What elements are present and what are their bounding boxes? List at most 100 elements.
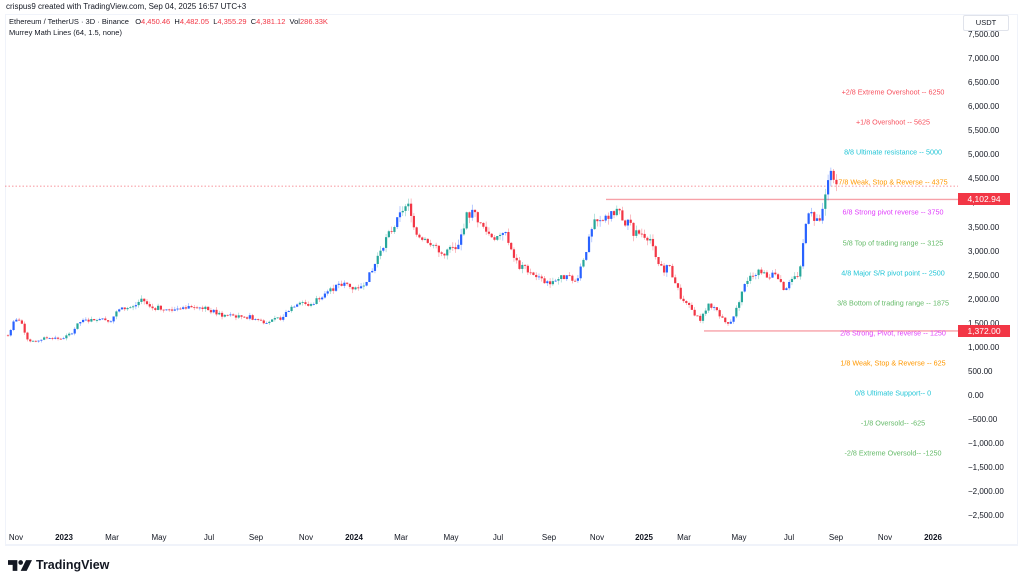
candle-body <box>804 223 807 244</box>
price-axis-tick: −1,500.00 <box>968 463 1004 473</box>
candle-body <box>612 211 616 216</box>
candle-body <box>18 319 21 321</box>
candle-body <box>101 318 104 320</box>
candle-body <box>721 316 724 318</box>
candle-body <box>404 206 407 211</box>
volume-value: 286.33K <box>299 17 328 26</box>
candle-body <box>65 335 68 339</box>
chart-pane[interactable] <box>5 14 1018 545</box>
candle-body <box>710 303 713 308</box>
candle-body <box>87 319 90 322</box>
chart-legend: Ethereum / TetherUS · 3D · Binance O4,45… <box>9 16 328 38</box>
candle-body <box>735 307 738 317</box>
candle-body <box>262 320 265 324</box>
candle-body <box>560 275 563 280</box>
candle-body <box>323 293 327 298</box>
candle-body <box>120 307 124 310</box>
chart-credit: crispus9 created with TradingView.com, S… <box>6 2 247 11</box>
candle-body <box>184 307 188 309</box>
candle-body <box>223 314 226 317</box>
open-label: O <box>135 17 142 26</box>
candle-body <box>713 307 716 309</box>
candle-body <box>618 208 621 211</box>
candle-body <box>126 308 129 310</box>
candle-body <box>371 270 374 273</box>
candle-body <box>48 338 51 339</box>
time-axis-tick: May <box>443 533 459 542</box>
candle-body <box>59 338 62 340</box>
candle-body <box>501 233 504 235</box>
candle-body <box>190 306 193 308</box>
candle-body <box>768 277 771 279</box>
candle-body <box>554 280 557 282</box>
candle-body <box>354 287 357 290</box>
candle-body <box>407 203 410 207</box>
murrey-level-label: 2/8 Strong, Pivot, reverse -- 1250 <box>840 328 946 338</box>
candle-body <box>788 281 791 289</box>
price-axis-tick: 6,000.00 <box>968 102 1000 112</box>
candle-body <box>782 281 785 291</box>
candle-body <box>549 281 552 285</box>
time-axis-tick: Nov <box>298 533 314 542</box>
candle-body <box>810 212 813 214</box>
candle-body <box>479 222 482 224</box>
candle-body <box>657 257 660 265</box>
time-axis-tick: Nov <box>8 533 24 542</box>
candle-body <box>626 219 630 226</box>
symbol-title[interactable]: Ethereum / TetherUS · 3D · Binance <box>9 17 129 26</box>
candle-body <box>45 337 49 339</box>
candle-body <box>718 310 721 317</box>
candle-body <box>179 308 182 310</box>
candle-body <box>26 332 29 340</box>
price-axis-tick: −2,000.00 <box>968 487 1004 497</box>
candle-body <box>376 255 379 264</box>
candle-body <box>415 227 418 235</box>
candle-body <box>537 276 541 278</box>
candle-body <box>526 265 529 273</box>
candle-body <box>76 323 79 329</box>
candle-body <box>79 322 82 324</box>
candle-body <box>62 338 65 340</box>
tradingview-logo[interactable]: TradingView <box>8 558 109 572</box>
candle-body <box>726 322 730 324</box>
price-axis-tick: 5,500.00 <box>968 126 1000 136</box>
candle-body <box>596 219 599 222</box>
candle-body <box>229 314 232 316</box>
candle-body <box>68 333 71 336</box>
currency-unit-button[interactable]: USDT <box>963 15 1009 31</box>
candle-body <box>446 249 449 256</box>
candle-body <box>454 247 457 250</box>
candle-body <box>379 250 382 256</box>
candle-body <box>195 307 199 309</box>
price-axis-tick: 1,000.00 <box>968 342 1000 352</box>
price-axis-tick: 5,000.00 <box>968 150 1000 160</box>
candle-body <box>507 231 510 243</box>
high-value: 4,482.05 <box>179 17 210 26</box>
candle-body <box>382 247 385 251</box>
candle-body <box>129 307 132 309</box>
candle-body <box>34 340 37 342</box>
murrey-level-label: 6/8 Strong pivot reverse -- 3750 <box>842 207 944 217</box>
candle-body <box>443 253 446 256</box>
candle-body <box>518 260 521 269</box>
candle-body <box>574 280 577 282</box>
symbol-legend-row[interactable]: Ethereum / TetherUS · 3D · Binance O4,45… <box>9 16 328 27</box>
candle-body <box>51 338 54 339</box>
candle-body <box>220 312 224 317</box>
candle-body <box>465 212 468 229</box>
candle-body <box>432 244 435 246</box>
candle-body <box>15 319 18 322</box>
indicator-legend-row[interactable]: Murrey Math Lines (64, 1.5, none) <box>9 28 122 37</box>
candle-body <box>271 319 274 322</box>
candle-body <box>337 283 340 285</box>
candle-body <box>204 306 207 310</box>
candle-body <box>29 339 32 342</box>
close-label: C <box>250 17 257 26</box>
candle-body <box>610 211 613 219</box>
candle-body <box>785 288 788 291</box>
candle-body <box>187 306 190 309</box>
murrey-level-label: -2/8 Extreme Oversold-- -1250 <box>844 448 942 458</box>
candle-body <box>365 281 368 286</box>
candle-body <box>198 307 201 309</box>
